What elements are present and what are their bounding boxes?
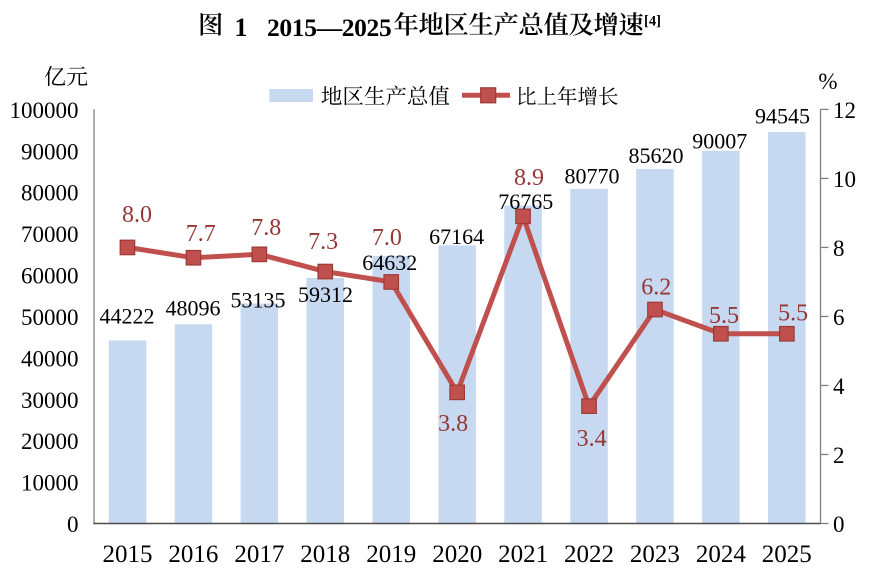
svg-text:2017: 2017 [234,541,284,568]
svg-text:2025: 2025 [762,541,812,568]
svg-text:2015—2025: 2015—2025 [267,13,391,42]
svg-text:6.2: 6.2 [641,274,671,300]
svg-text:4: 4 [833,374,845,399]
svg-text:80770: 80770 [565,163,620,188]
svg-text:100000: 100000 [10,98,79,123]
svg-text:90007: 90007 [692,129,747,154]
svg-text:2: 2 [833,443,845,468]
svg-text:70000: 70000 [21,222,79,247]
svg-text:0: 0 [67,512,79,537]
svg-text:2021: 2021 [498,541,548,568]
svg-text:8.0: 8.0 [122,202,152,228]
svg-text:10000: 10000 [21,471,79,496]
svg-text:7.3: 7.3 [308,229,338,255]
svg-text:53135: 53135 [231,288,286,313]
svg-text:48096: 48096 [166,296,221,321]
svg-text:0: 0 [833,512,845,537]
svg-text:30000: 30000 [21,388,79,413]
svg-text:7.0: 7.0 [372,225,402,251]
svg-text:2023: 2023 [630,541,680,568]
svg-text:50000: 50000 [21,305,79,330]
svg-text:2020: 2020 [432,541,482,568]
svg-text:40000: 40000 [21,346,79,371]
svg-text:2016: 2016 [168,541,218,568]
svg-text:5.5: 5.5 [778,301,808,327]
svg-text:7.8: 7.8 [251,215,281,241]
svg-text:8.9: 8.9 [514,165,544,191]
svg-text:2019: 2019 [366,541,416,568]
svg-text:85620: 85620 [629,143,684,168]
svg-text:6: 6 [833,305,845,330]
svg-text:67164: 67164 [429,224,484,249]
svg-text:2024: 2024 [696,541,747,568]
svg-text:5.5: 5.5 [709,303,739,329]
svg-text:%: % [818,69,837,94]
svg-text:7.7: 7.7 [186,221,216,247]
svg-text:94545: 94545 [755,104,810,129]
svg-text:20000: 20000 [21,429,79,454]
svg-text:12: 12 [833,98,856,123]
svg-text:80000: 80000 [21,181,79,206]
svg-text:64632: 64632 [362,250,417,275]
svg-text:3.4: 3.4 [577,426,607,452]
svg-text:2018: 2018 [300,541,350,568]
svg-text:[4]: [4] [644,14,661,30]
svg-text:59312: 59312 [298,282,353,307]
svg-text:2015: 2015 [103,541,153,568]
svg-text:44222: 44222 [100,304,155,329]
svg-text:60000: 60000 [21,264,79,289]
svg-text:8: 8 [833,236,845,261]
svg-text:1: 1 [235,13,248,42]
svg-text:10: 10 [833,167,856,192]
svg-text:90000: 90000 [21,139,79,164]
svg-text:2022: 2022 [564,541,614,568]
svg-text:76765: 76765 [498,189,553,214]
svg-text:3.8: 3.8 [438,411,468,437]
